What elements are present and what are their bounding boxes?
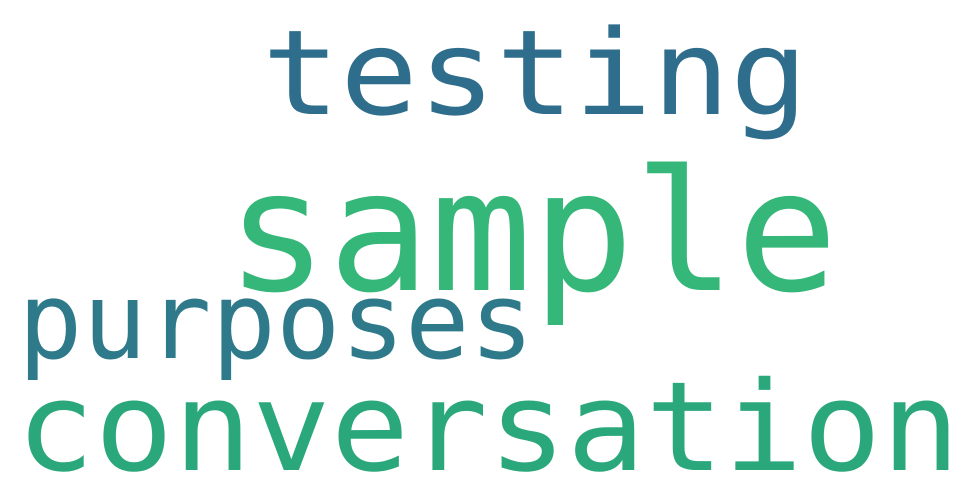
word-conversation: conversation bbox=[16, 356, 960, 498]
word-purposes: purposes bbox=[18, 260, 534, 383]
word-sample: sample bbox=[226, 134, 838, 330]
word-testing: testing bbox=[262, 4, 808, 142]
